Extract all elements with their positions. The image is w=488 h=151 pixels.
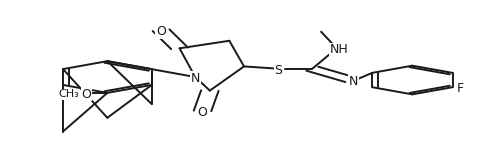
Text: N: N xyxy=(190,72,200,85)
Text: S: S xyxy=(274,64,282,77)
Text: O: O xyxy=(156,25,166,38)
Text: N: N xyxy=(349,75,359,88)
Text: O: O xyxy=(198,106,207,119)
Text: O: O xyxy=(81,88,91,101)
Text: F: F xyxy=(456,82,464,95)
Text: NH: NH xyxy=(330,43,348,56)
Text: CH₃: CH₃ xyxy=(58,89,79,99)
